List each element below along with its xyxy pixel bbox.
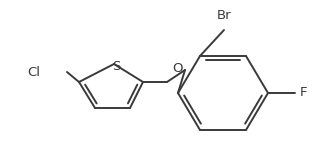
Text: Cl: Cl — [27, 66, 40, 78]
Text: S: S — [112, 60, 120, 73]
Text: O: O — [172, 62, 183, 75]
Text: Br: Br — [217, 9, 231, 22]
Text: F: F — [300, 86, 308, 99]
